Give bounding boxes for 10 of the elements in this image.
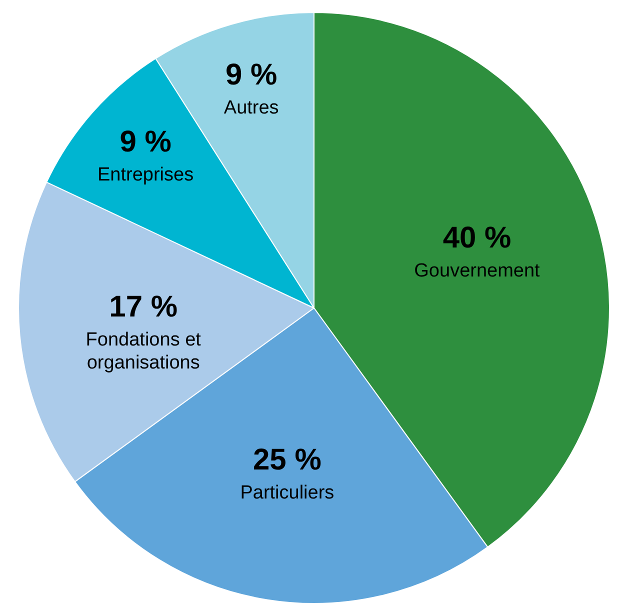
slice-label: Gouvernement bbox=[414, 260, 541, 282]
slice-label: Particuliers bbox=[240, 482, 334, 504]
slice-label: Entreprises bbox=[97, 164, 194, 186]
slice-label: Autres bbox=[224, 98, 279, 119]
slice-label: Fondations et organisations bbox=[86, 329, 202, 374]
data-label: 9 % bbox=[225, 58, 278, 92]
data-label: 40 % bbox=[442, 221, 512, 254]
data-label: 9 % bbox=[120, 126, 172, 159]
data-label: 25 % bbox=[252, 444, 322, 477]
data-label: 17 % bbox=[109, 290, 178, 324]
